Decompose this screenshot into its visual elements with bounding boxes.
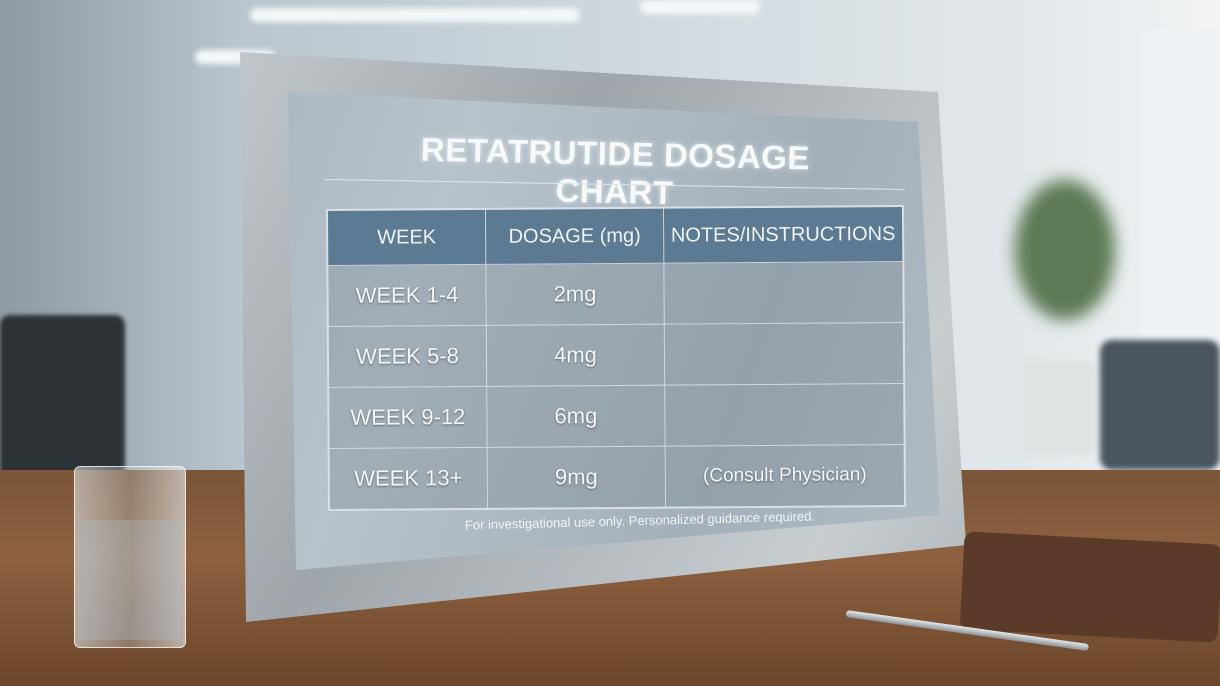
dosage-cell: 9mg [487, 446, 666, 509]
water-glass [74, 466, 186, 648]
sign-title: RETATRUTIDE DOSAGE CHART [420, 130, 811, 212]
header-dosage: DOSAGE (mg) [485, 207, 664, 265]
notes-cell [664, 322, 905, 386]
ceiling-light [640, 0, 760, 14]
week-cell: WEEK 9-12 [328, 386, 488, 449]
week-cell: WEEK 13+ [328, 447, 488, 511]
table-row: WEEK 1-4 2mg [327, 261, 904, 327]
header-week: WEEK [326, 208, 486, 266]
table-row: WEEK 9-12 6mg [328, 383, 905, 449]
dosage-cell: 2mg [485, 263, 665, 326]
ceiling-light [250, 8, 580, 22]
table-header-row: WEEK DOSAGE (mg) NOTES/INSTRUCTIONS [326, 205, 904, 266]
notes-cell [664, 383, 905, 447]
table-row: WEEK 13+ 9mg (Consult Physician) [328, 444, 906, 511]
week-cell: WEEK 1-4 [327, 264, 487, 327]
notes-cell [663, 261, 904, 325]
dosage-cell: 6mg [486, 385, 666, 448]
leather-notebook [959, 531, 1220, 643]
sofa [1100, 340, 1220, 470]
table-row: WEEK 5-8 4mg [327, 322, 905, 388]
window [1140, 30, 1220, 370]
notes-cell: (Consult Physician) [665, 444, 906, 508]
dosage-table: WEEK DOSAGE (mg) NOTES/INSTRUCTIONS WEEK… [325, 204, 907, 512]
plant [1015, 180, 1115, 320]
dosage-cell: 4mg [486, 324, 665, 387]
plant-pot [1020, 360, 1095, 455]
header-notes: NOTES/INSTRUCTIONS [663, 205, 904, 264]
water [78, 520, 180, 640]
week-cell: WEEK 5-8 [327, 325, 487, 388]
